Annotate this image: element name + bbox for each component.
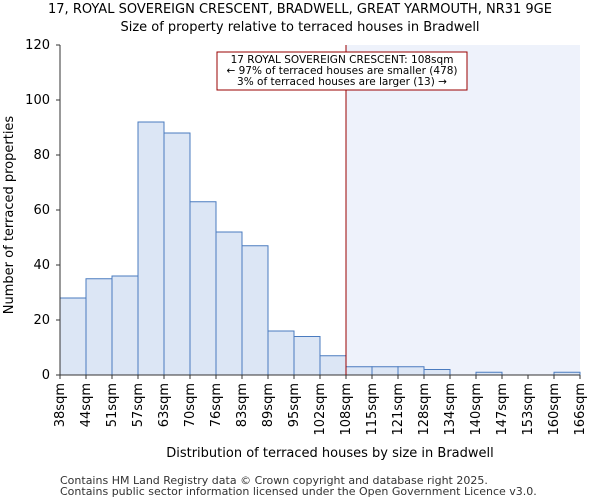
y-tick-label: 120 bbox=[25, 38, 50, 53]
x-tick-label: 76sqm bbox=[209, 383, 224, 427]
bar bbox=[215, 231, 243, 376]
x-tick-label: 70sqm bbox=[183, 383, 198, 427]
x-tick-label: 38sqm bbox=[53, 383, 68, 427]
y-tick-label: 60 bbox=[33, 203, 50, 218]
bar bbox=[371, 366, 399, 376]
y-tick-label: 20 bbox=[33, 313, 50, 328]
bar bbox=[111, 275, 139, 376]
x-tick-label: 102sqm bbox=[313, 383, 328, 436]
bar bbox=[319, 355, 347, 376]
x-tick-label: 134sqm bbox=[443, 383, 458, 436]
footer-line-2: Contains public sector information licen… bbox=[60, 485, 537, 498]
highlight-region bbox=[346, 45, 580, 375]
bar bbox=[345, 366, 373, 376]
bar bbox=[163, 132, 191, 376]
x-tick-label: 160sqm bbox=[547, 383, 562, 436]
x-tick-label: 95sqm bbox=[287, 383, 302, 427]
bar bbox=[137, 121, 165, 376]
y-tick-label: 0 bbox=[42, 368, 50, 383]
y-tick-label: 100 bbox=[25, 93, 50, 108]
x-tick-label: 153sqm bbox=[521, 383, 536, 436]
y-tick-label: 40 bbox=[33, 258, 50, 273]
x-tick-label: 115sqm bbox=[365, 383, 380, 436]
x-tick-label: 108sqm bbox=[339, 383, 354, 436]
x-tick-label: 63sqm bbox=[157, 383, 172, 427]
annotation-box: 17 ROYAL SOVEREIGN CRESCENT: 108sqm ← 97… bbox=[216, 51, 468, 91]
annotation-frame bbox=[216, 51, 468, 91]
x-tick-label: 121sqm bbox=[391, 383, 406, 436]
y-tick-label: 80 bbox=[33, 148, 50, 163]
x-tick-label: 147sqm bbox=[495, 383, 510, 436]
x-tick-label: 83sqm bbox=[235, 383, 250, 427]
x-tick-label: 44sqm bbox=[79, 383, 94, 427]
x-axis-label: Distribution of terraced houses by size … bbox=[166, 446, 494, 461]
bar bbox=[189, 201, 217, 376]
bar bbox=[293, 336, 321, 376]
chart-subtitle: Size of property relative to terraced ho… bbox=[120, 20, 479, 35]
annotation-line-2: ← 97% of terraced houses are smaller (47… bbox=[226, 65, 457, 77]
bar bbox=[241, 245, 269, 376]
y-axis-label: Number of terraced properties bbox=[2, 116, 17, 315]
x-tick-label: 57sqm bbox=[131, 383, 146, 427]
x-tick-label: 89sqm bbox=[261, 383, 276, 427]
bar bbox=[59, 297, 87, 376]
bar bbox=[85, 278, 113, 376]
bar bbox=[423, 369, 451, 376]
bar bbox=[267, 330, 295, 376]
chart-title: 17, ROYAL SOVEREIGN CRESCENT, BRADWELL, … bbox=[48, 2, 552, 17]
x-tick-label: 166sqm bbox=[573, 383, 588, 436]
annotation-line-1: 17 ROYAL SOVEREIGN CRESCENT: 108sqm bbox=[231, 54, 454, 66]
footer-line-1: Contains HM Land Registry data © Crown c… bbox=[60, 474, 488, 487]
x-tick-label: 140sqm bbox=[469, 383, 484, 436]
annotation-line-3: 3% of terraced houses are larger (13) → bbox=[237, 76, 447, 88]
bar bbox=[397, 366, 425, 376]
x-tick-label: 128sqm bbox=[417, 383, 432, 436]
x-tick-label: 51sqm bbox=[105, 383, 120, 427]
